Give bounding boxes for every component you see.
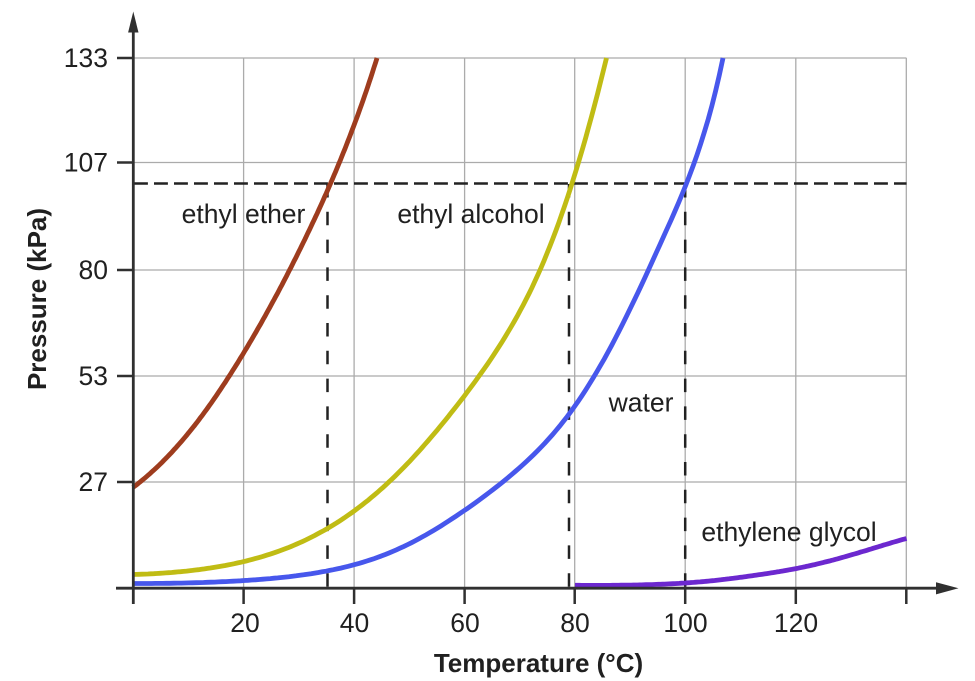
svg-text:20: 20	[230, 608, 259, 638]
svg-text:80: 80	[560, 608, 589, 638]
svg-text:120: 120	[774, 608, 818, 638]
svg-text:53: 53	[79, 361, 108, 391]
svg-text:80: 80	[79, 255, 108, 285]
svg-text:ethylene glycol: ethylene glycol	[701, 517, 876, 547]
svg-text:40: 40	[340, 608, 369, 638]
svg-text:133: 133	[64, 43, 108, 73]
svg-text:27: 27	[79, 467, 108, 497]
svg-text:Pressure (kPa): Pressure (kPa)	[22, 208, 52, 390]
svg-text:100: 100	[663, 608, 707, 638]
svg-text:107: 107	[64, 148, 108, 178]
svg-text:ethyl ether: ethyl ether	[182, 199, 306, 229]
svg-text:60: 60	[450, 608, 479, 638]
svg-text:water: water	[608, 388, 674, 418]
svg-text:Temperature (°C): Temperature (°C)	[434, 648, 643, 678]
svg-text:ethyl alcohol: ethyl alcohol	[397, 199, 544, 229]
